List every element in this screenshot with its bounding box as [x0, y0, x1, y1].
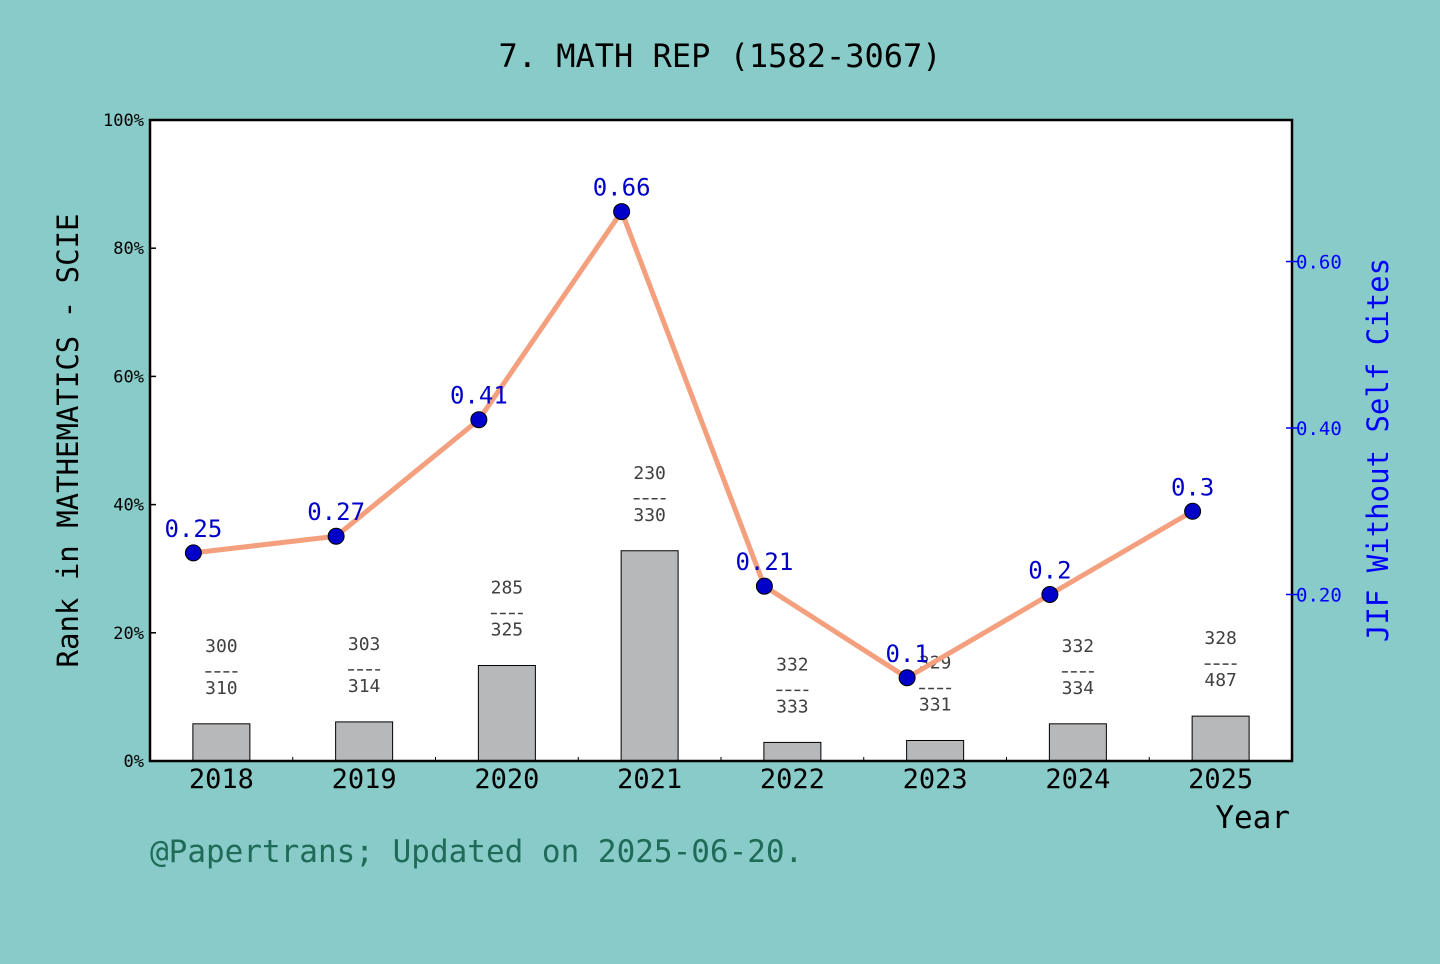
jif-point-2024: [1041, 586, 1059, 604]
x-tick-label: 2020: [474, 764, 539, 795]
left-tick-label: 100%: [103, 111, 144, 131]
jif-value-label: 0.21: [735, 548, 793, 576]
x-tick-label: 2022: [760, 764, 825, 795]
rank-label-bottom: 331: [919, 694, 952, 715]
rank-label-top: 230: [633, 463, 666, 484]
rank-label-bottom: 487: [1204, 670, 1237, 691]
right-tick-label: 0.60: [1296, 252, 1342, 274]
right-tick-label: 0.40: [1296, 418, 1342, 440]
y2-axis-label: JIF Without Self Cites: [1361, 258, 1395, 642]
jif-value-label: 0.2: [1028, 557, 1071, 585]
bar-2023: [906, 739, 965, 762]
bar-2025: [1191, 715, 1250, 762]
footer-credit: @Papertrans; Updated on 2025-06-20.: [150, 834, 804, 870]
rank-label-bottom: 325: [491, 619, 524, 640]
x-axis-label: Year: [1215, 800, 1290, 836]
chart-title: 7. MATH REP (1582-3067): [498, 37, 941, 75]
rank-label-top: 328: [1204, 628, 1237, 649]
jif-value-label: 0.66: [593, 174, 651, 202]
x-tick-label: 2024: [1045, 764, 1110, 795]
jif-value-label: 0.25: [164, 515, 222, 543]
x-tick-label: 2018: [189, 764, 254, 795]
rank-label-top: 300: [205, 636, 238, 657]
x-tick-label: 2021: [617, 764, 682, 795]
rank-label-top: 303: [348, 634, 381, 655]
jif-point-2018: [184, 544, 202, 562]
plot-area: [150, 120, 1292, 761]
jif-value-label: 0.27: [307, 498, 365, 526]
bar-2020: [477, 664, 536, 762]
rank-label-top: 285: [491, 577, 524, 598]
bar-2024: [1048, 723, 1107, 762]
left-tick-label: 0%: [124, 752, 144, 772]
jif-point-2019: [327, 527, 345, 545]
rank-label-bottom: 333: [776, 696, 809, 717]
x-tick-label: 2023: [903, 764, 968, 795]
left-tick-label: 20%: [113, 624, 144, 644]
left-tick-label: 60%: [113, 367, 144, 387]
jif-point-2023: [898, 669, 916, 687]
rank-label-top: 332: [1062, 636, 1095, 657]
jif-point-2022: [755, 577, 773, 595]
bar-2021: [620, 550, 679, 762]
jif-point-2025: [1184, 502, 1202, 520]
bar-2018: [192, 723, 251, 762]
rank-label-top: 332: [776, 654, 809, 675]
jif-value-label: 0.41: [450, 382, 508, 410]
left-tick-label: 80%: [113, 239, 144, 259]
bar-2022: [763, 741, 822, 762]
jif-value-label: 0.3: [1171, 473, 1214, 501]
jif-point-2021: [613, 203, 631, 221]
y-axis-label: Rank in MATHEMATICS - SCIE: [51, 214, 85, 668]
bar-2019: [335, 721, 394, 762]
x-tick-label: 2025: [1188, 764, 1253, 795]
jif-line: [193, 209, 1194, 681]
jif-point-2020: [470, 411, 488, 429]
left-tick-label: 40%: [113, 496, 144, 516]
jif-value-label: 0.1: [885, 640, 928, 668]
x-tick-label: 2019: [332, 764, 397, 795]
rank-label-bottom: 330: [633, 505, 666, 526]
rank-label-bottom: 334: [1062, 678, 1095, 699]
rank-label-bottom: 314: [348, 676, 381, 697]
right-tick-label: 0.20: [1296, 585, 1342, 607]
rank-label-bottom: 310: [205, 678, 238, 699]
